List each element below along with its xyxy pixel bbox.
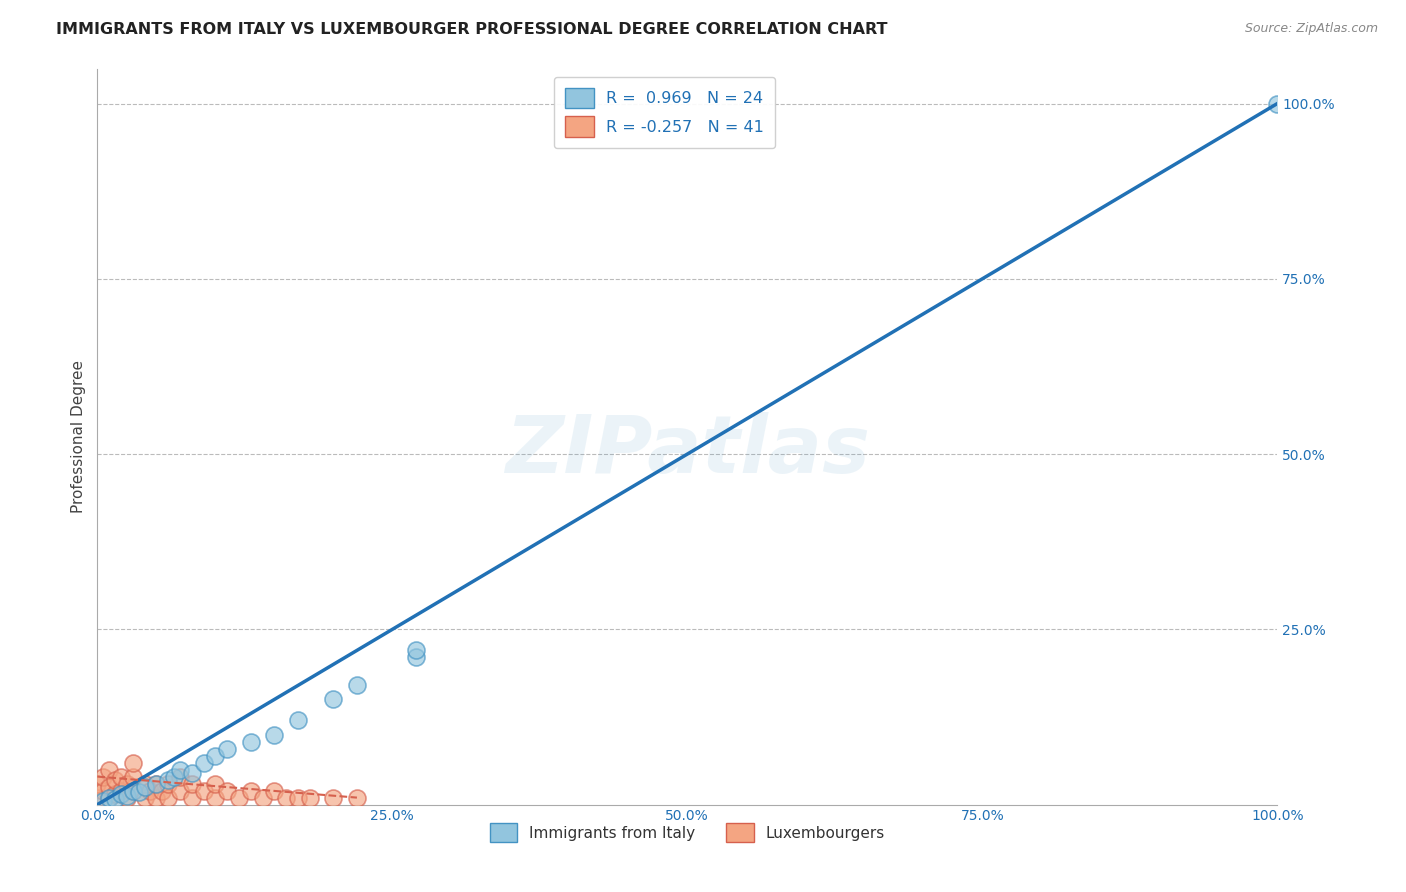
Point — [91, 794, 114, 808]
Point — [110, 770, 132, 784]
Point — [157, 790, 180, 805]
Point — [193, 783, 215, 797]
Point — [1265, 96, 1288, 111]
Point — [346, 678, 368, 692]
Point — [276, 790, 298, 805]
Point — [121, 756, 143, 770]
Point — [98, 763, 121, 777]
Point — [104, 787, 127, 801]
Legend: R =  0.969   N = 24, R = -0.257   N = 41: R = 0.969 N = 24, R = -0.257 N = 41 — [554, 77, 776, 148]
Point — [169, 783, 191, 797]
Point — [322, 692, 344, 706]
Point — [204, 790, 226, 805]
Point — [169, 770, 191, 784]
Point — [115, 789, 138, 804]
Point — [157, 776, 180, 790]
Point — [98, 780, 121, 794]
Point — [239, 734, 262, 748]
Y-axis label: Professional Degree: Professional Degree — [72, 360, 86, 513]
Point — [134, 790, 156, 805]
Point — [228, 790, 250, 805]
Point — [298, 790, 321, 805]
Point — [180, 766, 202, 780]
Point — [86, 790, 108, 805]
Point — [134, 780, 156, 794]
Point — [217, 783, 239, 797]
Point — [145, 776, 167, 790]
Point — [180, 776, 202, 790]
Point — [115, 790, 138, 805]
Text: Source: ZipAtlas.com: Source: ZipAtlas.com — [1244, 22, 1378, 36]
Point — [86, 776, 108, 790]
Point — [145, 776, 167, 790]
Point — [405, 643, 427, 657]
Point — [263, 783, 285, 797]
Point — [204, 748, 226, 763]
Point — [252, 790, 274, 805]
Point — [163, 770, 186, 784]
Point — [287, 790, 309, 805]
Point — [115, 776, 138, 790]
Point — [121, 783, 143, 797]
Point — [91, 783, 114, 797]
Point — [98, 790, 121, 805]
Point — [180, 790, 202, 805]
Point — [346, 790, 368, 805]
Point — [150, 783, 173, 797]
Point — [287, 714, 309, 728]
Point — [121, 770, 143, 784]
Point — [128, 785, 150, 799]
Text: IMMIGRANTS FROM ITALY VS LUXEMBOURGER PROFESSIONAL DEGREE CORRELATION CHART: IMMIGRANTS FROM ITALY VS LUXEMBOURGER PR… — [56, 22, 887, 37]
Point — [91, 770, 114, 784]
Point — [134, 776, 156, 790]
Point — [110, 783, 132, 797]
Point — [104, 773, 127, 788]
Point — [204, 776, 226, 790]
Point — [145, 790, 167, 805]
Point — [110, 787, 132, 801]
Point — [193, 756, 215, 770]
Point — [157, 773, 180, 788]
Point — [405, 650, 427, 665]
Point — [169, 763, 191, 777]
Point — [263, 727, 285, 741]
Point — [239, 783, 262, 797]
Point — [139, 783, 162, 797]
Point — [104, 792, 127, 806]
Text: ZIPatlas: ZIPatlas — [505, 412, 870, 491]
Point — [217, 741, 239, 756]
Point — [98, 790, 121, 805]
Point — [121, 783, 143, 797]
Point — [322, 790, 344, 805]
